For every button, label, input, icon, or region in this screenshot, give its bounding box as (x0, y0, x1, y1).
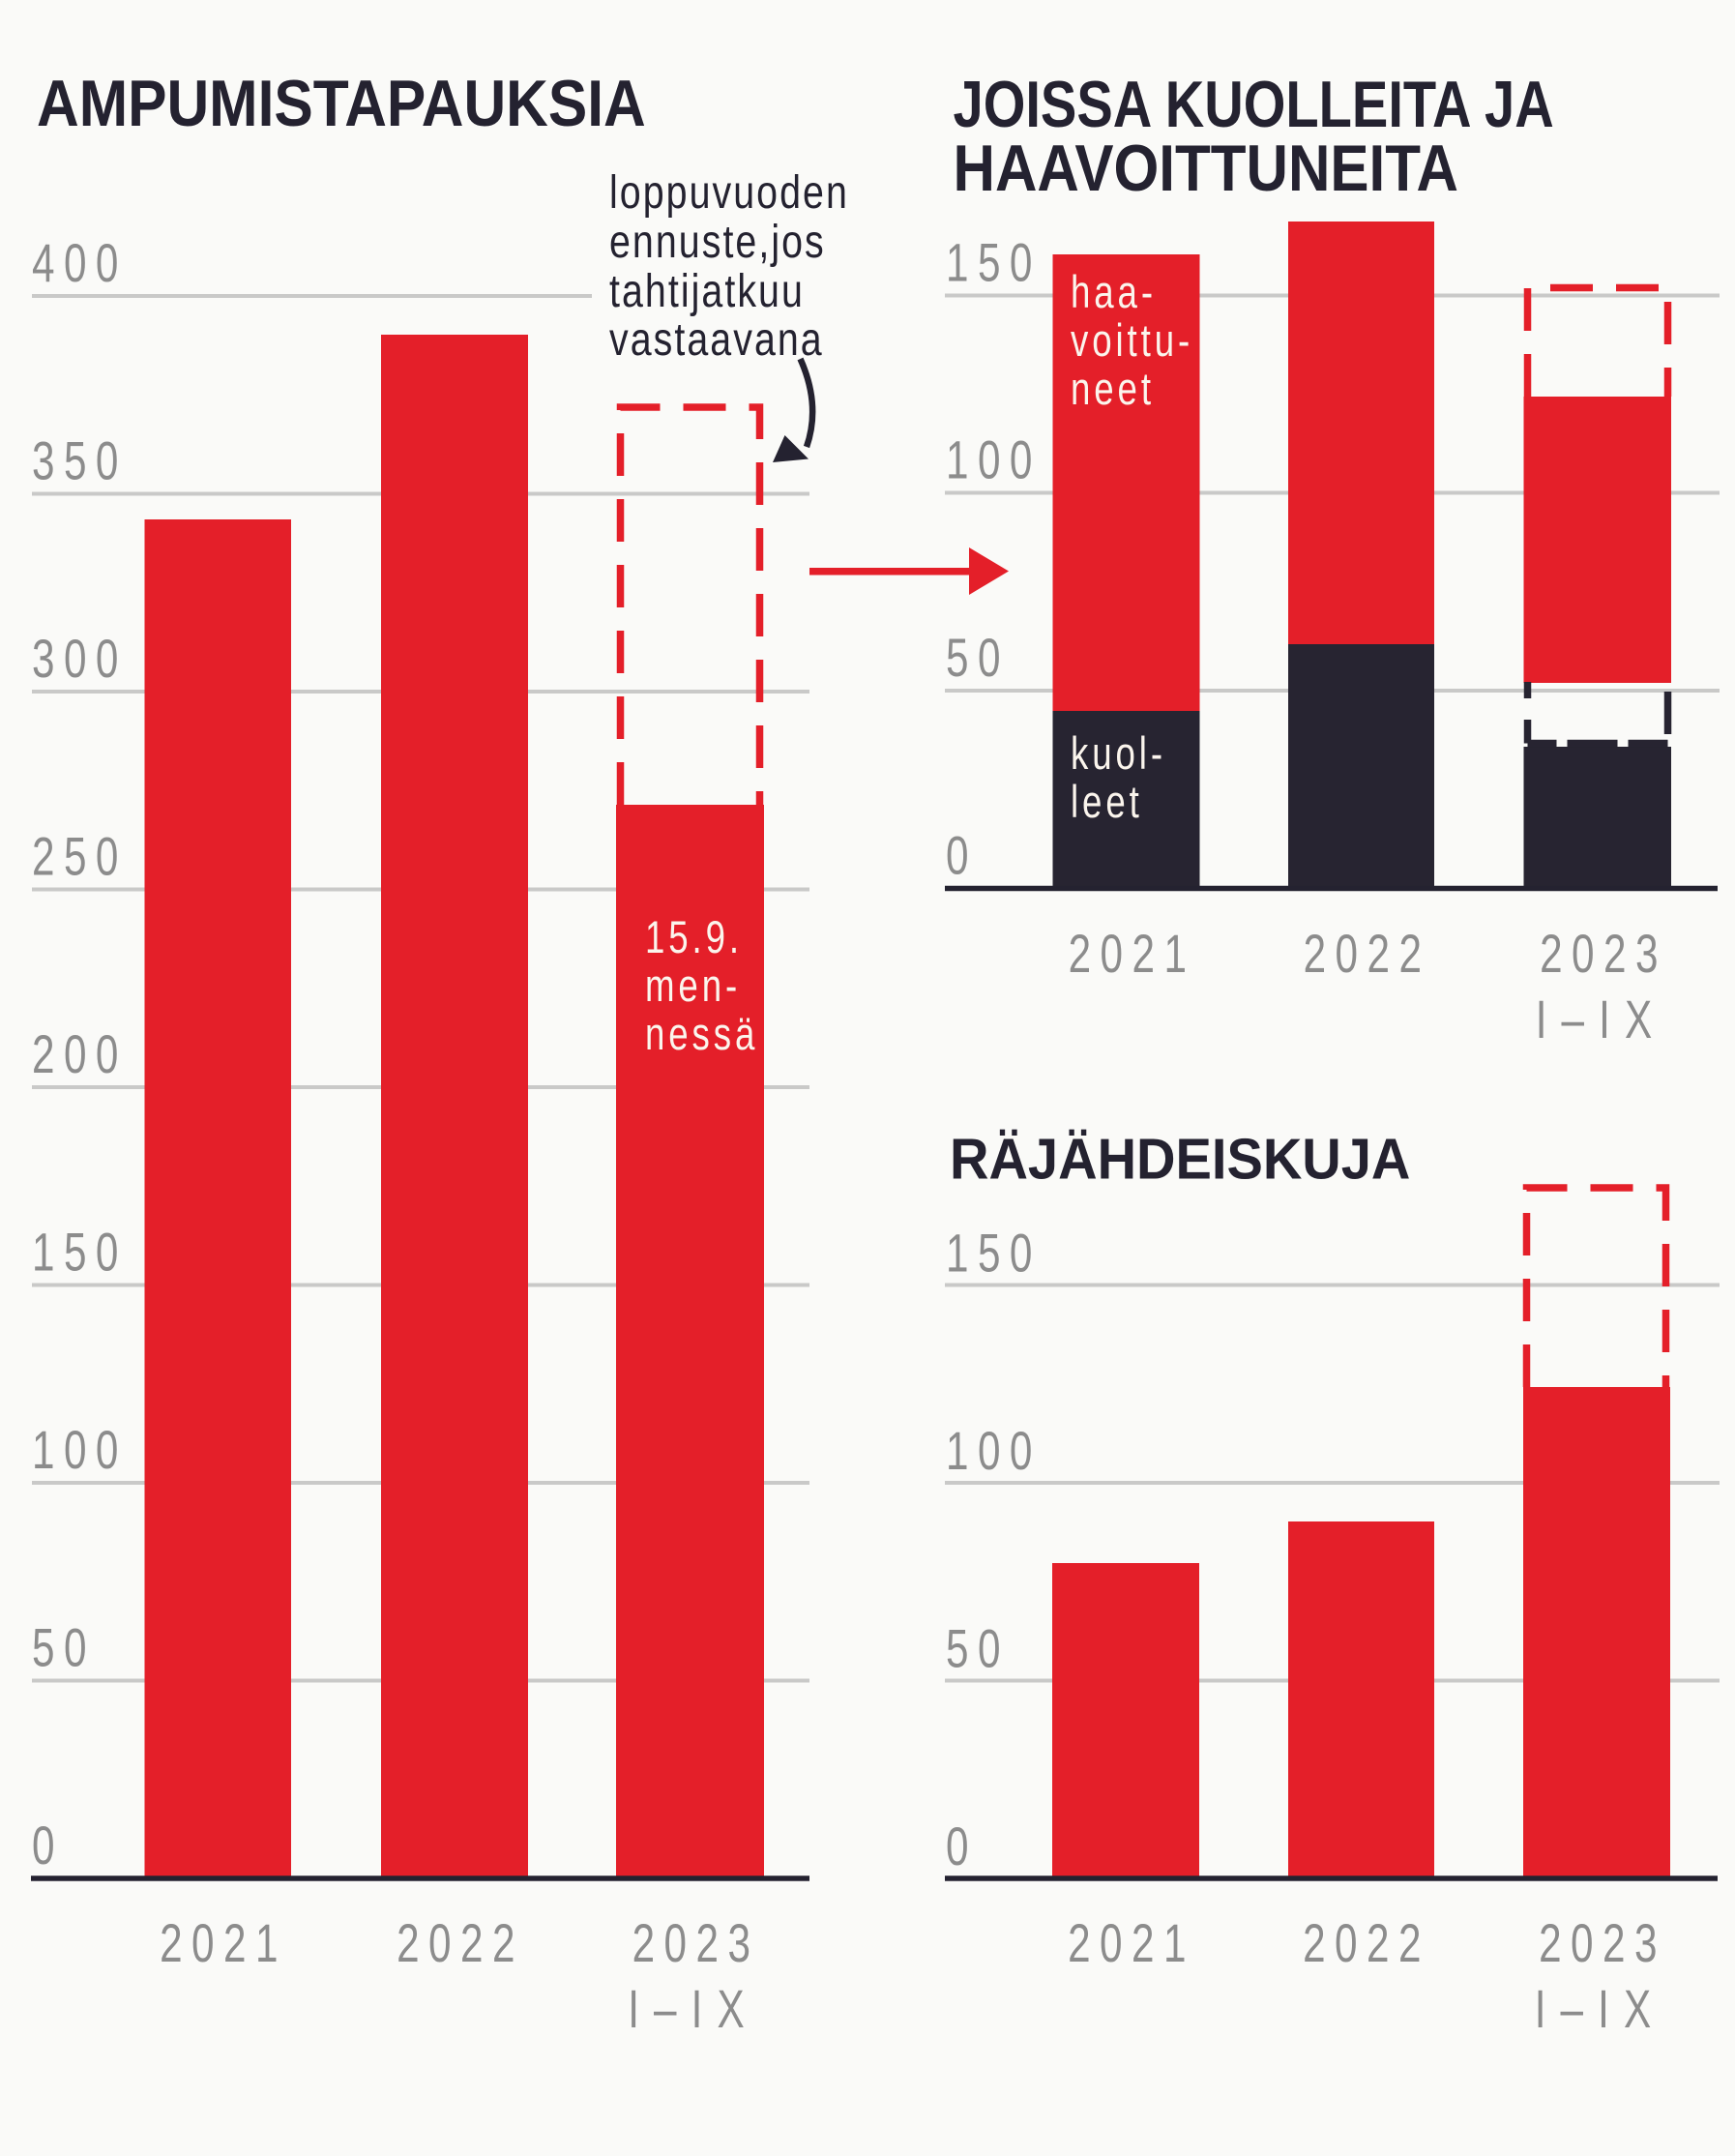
svg-text:250: 250 (32, 826, 128, 887)
svg-text:tahtijatkuu: tahtijatkuu (609, 265, 805, 317)
svg-text:2022: 2022 (397, 1912, 524, 1973)
svg-text:I–IX: I–IX (1535, 1978, 1666, 2039)
svg-text:men-: men- (645, 960, 741, 1011)
svg-text:HAAVOITTUNEITA: HAAVOITTUNEITA (954, 132, 1458, 205)
svg-text:2021: 2021 (1068, 1912, 1195, 1973)
svg-text:50: 50 (32, 1617, 96, 1678)
svg-text:100: 100 (32, 1419, 128, 1480)
svg-text:haa-: haa- (1071, 267, 1157, 317)
svg-text:50: 50 (946, 627, 1010, 688)
svg-text:2023: 2023 (1540, 923, 1667, 984)
svg-text:350: 350 (32, 430, 128, 491)
svg-text:nessä: nessä (645, 1009, 758, 1059)
svg-text:I–IX: I–IX (1536, 989, 1667, 1049)
svg-text:I–IX: I–IX (628, 1978, 759, 2039)
svg-text:2021: 2021 (160, 1912, 287, 1973)
svg-text:2021: 2021 (1069, 923, 1196, 984)
svg-text:2023: 2023 (632, 1912, 760, 1973)
svg-text:0: 0 (946, 1816, 978, 1876)
svg-text:100: 100 (946, 1420, 1042, 1481)
svg-text:2022: 2022 (1304, 923, 1431, 984)
svg-text:100: 100 (946, 429, 1042, 490)
svg-text:2022: 2022 (1303, 1912, 1430, 1973)
svg-text:leet: leet (1071, 777, 1143, 827)
svg-text:2023: 2023 (1539, 1912, 1666, 1973)
svg-text:ennuste,jos: ennuste,jos (609, 216, 826, 268)
svg-text:200: 200 (32, 1023, 128, 1084)
svg-text:150: 150 (946, 232, 1042, 293)
svg-text:50: 50 (946, 1618, 1010, 1679)
svg-text:15.9.: 15.9. (645, 912, 743, 962)
svg-text:400: 400 (32, 232, 128, 293)
svg-text:JOISSA KUOLLEITA JA: JOISSA KUOLLEITA JA (954, 69, 1554, 141)
svg-text:AMPUMISTAPAUKSIA: AMPUMISTAPAUKSIA (37, 67, 646, 140)
svg-text:vastaavana: vastaavana (609, 313, 824, 366)
svg-text:RÄJÄHDEISKUJA: RÄJÄHDEISKUJA (950, 1128, 1410, 1192)
svg-text:0: 0 (32, 1815, 64, 1875)
svg-text:loppuvuoden: loppuvuoden (609, 166, 849, 219)
svg-text:150: 150 (32, 1222, 128, 1283)
svg-text:300: 300 (32, 628, 128, 689)
svg-text:neet: neet (1071, 364, 1155, 414)
svg-text:0: 0 (946, 825, 978, 886)
svg-text:150: 150 (946, 1223, 1042, 1284)
svg-text:voittu-: voittu- (1071, 315, 1193, 366)
svg-text:kuol-: kuol- (1071, 728, 1166, 779)
